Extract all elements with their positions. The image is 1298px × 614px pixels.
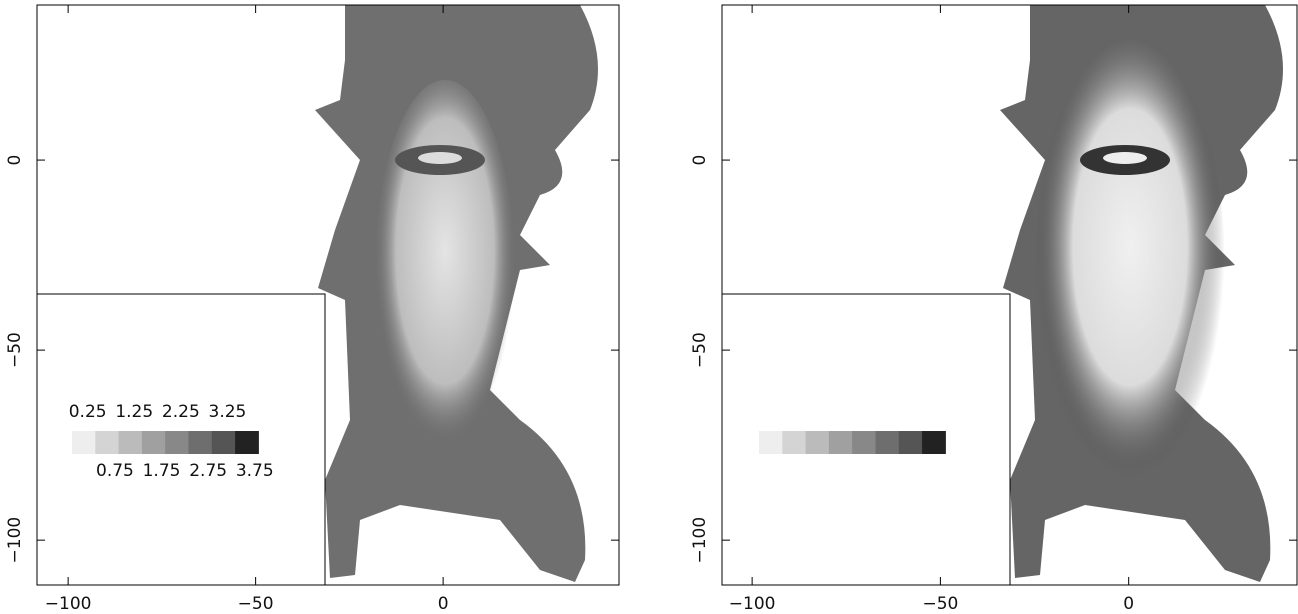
colorbar-swatch [876,431,900,454]
x-tick-label: 0 [438,594,449,614]
map-right [722,5,1283,585]
colorbar-label: 2.25 [162,402,200,422]
colorbar-swatch [759,431,783,454]
x-tick-label: −100 [45,594,92,614]
x-tick-label: −100 [729,594,776,614]
colorbar-label: 3.75 [236,461,274,481]
colorbar-label: 1.75 [143,461,181,481]
y-tick-label: −50 [690,332,710,368]
colorbar-label: 0.25 [69,402,107,422]
y-tick-label: 0 [690,155,710,166]
y-tick-label: −50 [5,332,25,368]
colorbar-swatch [212,431,236,454]
colorbar-label: 0.75 [96,461,134,481]
map-left [37,5,598,585]
colorbar-swatch [119,431,143,454]
colorbar-swatch [235,431,259,454]
x-tick-label: 0 [1123,594,1134,614]
colorbar-swatch [95,431,119,454]
colorbar-swatch [852,431,876,454]
colorbar-swatch [165,431,189,454]
y-tick-label: 0 [5,155,25,166]
colorbar-label: 1.25 [115,402,153,422]
y-tick-label: −100 [5,517,25,564]
colorbar-swatch [142,431,166,454]
colorbar-swatch [899,431,923,454]
colorbar-label: 2.75 [189,461,227,481]
x-tick-label: −50 [922,594,958,614]
x-tick-label: −50 [238,594,274,614]
y-tick-label: −100 [690,517,710,564]
colorbar-swatch [806,431,830,454]
colorbar-swatch [922,431,946,454]
colorbar-swatch [72,431,96,454]
colorbar-swatch [782,431,806,454]
colorbar-swatch [829,431,853,454]
colorbar-swatch [189,431,213,454]
figure: −100 −50 0 0 −50 −100 0.25 0.75 1.25 1.75 2.25 2.75… [0,0,1298,614]
colorbar-label: 3.25 [209,402,247,422]
